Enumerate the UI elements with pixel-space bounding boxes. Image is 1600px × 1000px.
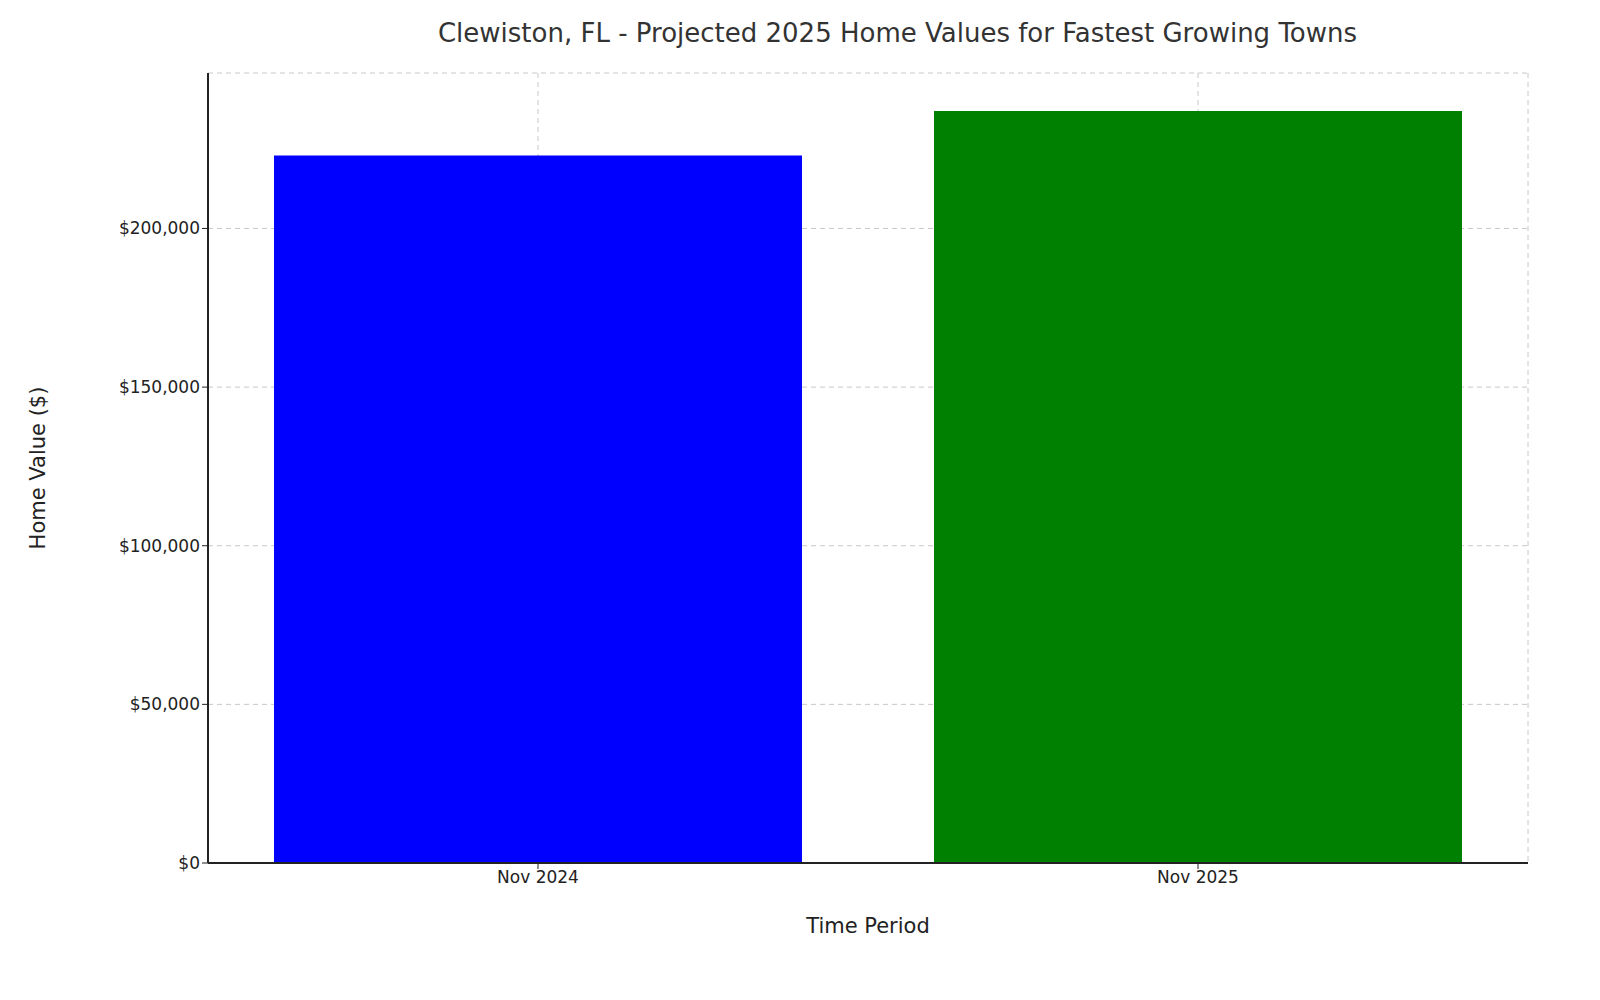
svg-text:Time Period: Time Period — [805, 914, 930, 938]
svg-text:$100,000: $100,000 — [119, 536, 200, 556]
svg-text:$0: $0 — [178, 853, 200, 873]
svg-text:Nov 2025: Nov 2025 — [1157, 867, 1239, 887]
svg-text:$50,000: $50,000 — [130, 694, 200, 714]
svg-text:Home Value ($): Home Value ($) — [26, 387, 50, 550]
svg-text:$200,000: $200,000 — [119, 218, 200, 238]
svg-text:$150,000: $150,000 — [119, 377, 200, 397]
svg-text:Nov 2024: Nov 2024 — [497, 867, 579, 887]
html-text:Clewiston, FL - Projected 2025: Clewiston, FL - Projected 2025 Home Valu… — [437, 18, 1357, 48]
